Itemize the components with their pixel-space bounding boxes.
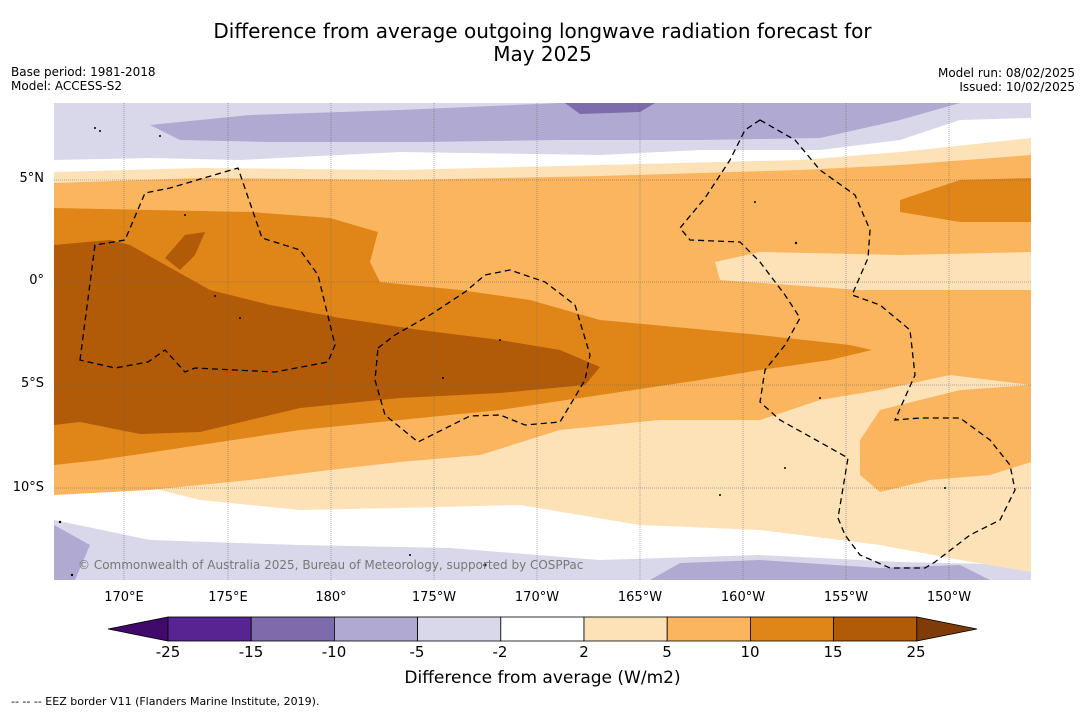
lon-label-165w: 165°W: [617, 590, 663, 605]
run-info: Model run: 08/02/2025 Issued: 10/02/2025: [938, 66, 1075, 94]
issued-date: Issued: 10/02/2025: [959, 80, 1075, 94]
colorbar-tick: -10: [321, 643, 347, 661]
lon-label-150w: 150°W: [926, 590, 972, 605]
lon-label-175e: 175°E: [208, 590, 248, 605]
colorbar-tick: 15: [823, 643, 843, 661]
lon-label-175w: 175°W: [411, 590, 457, 605]
copyright-notice: © Commonwealth of Australia 2025, Bureau…: [78, 558, 584, 572]
contour-10-15-east: [900, 178, 1031, 222]
contour-15-25-patch: [165, 232, 205, 270]
colorbar-extend-low: [107, 616, 169, 642]
colorbar-tick: 5: [662, 643, 672, 661]
colorbar-tick: 10: [740, 643, 760, 661]
colorbar-title: Difference from average (W/m2): [404, 668, 681, 688]
colorbar-bin: [167, 616, 252, 642]
base-info: Base period: 1981-2018 Model: ACCESS-S2: [11, 65, 156, 93]
colorbar-bin: [583, 616, 668, 642]
islands: [58, 127, 946, 577]
colorbar-bin: [417, 616, 502, 642]
lon-label-170e: 170°E: [104, 590, 144, 605]
lat-label-5n: 5°N: [19, 171, 45, 186]
colorbar-tick: -25: [155, 643, 181, 661]
colorbar-bin: [750, 616, 835, 642]
eez-legend-note: -- -- -- EEZ border V11 (Flanders Marine…: [11, 695, 320, 708]
chart-title: Difference from average outgoing longwav…: [0, 20, 1085, 66]
contour-purple-south: [54, 525, 990, 580]
lat-label-5s: 5°S: [20, 376, 44, 391]
contour-15-25: [54, 240, 600, 434]
contour-purple-north: [150, 103, 960, 142]
colorbar-tick: 2: [579, 643, 589, 661]
title-line-1: Difference from average outgoing longwav…: [213, 19, 872, 43]
graticule: [54, 103, 1031, 580]
colorbar-tick: 25: [906, 643, 926, 661]
anomaly-field: [54, 103, 1031, 580]
lat-label-10s: 10°S: [12, 480, 44, 495]
model-run-date: Model run: 08/02/2025: [937, 66, 1075, 80]
lon-label-180: 180°: [315, 590, 347, 605]
lon-label-155w: 155°W: [823, 590, 869, 605]
title-line-2: May 2025: [493, 42, 592, 66]
colorbar: [107, 616, 978, 642]
colorbar-tick: -15: [238, 643, 264, 661]
eez-borders: [79, 119, 1016, 569]
colorbar-bin: [250, 616, 335, 642]
colorbar-tick: -2: [492, 643, 508, 661]
colorbar-extend-high: [916, 616, 978, 642]
lat-label-0: 0°: [29, 273, 44, 288]
colorbar-bin: [500, 616, 585, 642]
lon-label-170w: 170°W: [514, 590, 560, 605]
model-name: Model: ACCESS-S2: [11, 79, 123, 93]
contour-purple-north-dark: [565, 103, 655, 114]
lon-label-160w: 160°W: [720, 590, 766, 605]
colorbar-bin: [666, 616, 751, 642]
colorbar-tick: -5: [409, 643, 425, 661]
colorbar-bin: [333, 616, 418, 642]
base-period: Base period: 1981-2018: [11, 65, 156, 79]
colorbar-bin: [833, 616, 918, 642]
